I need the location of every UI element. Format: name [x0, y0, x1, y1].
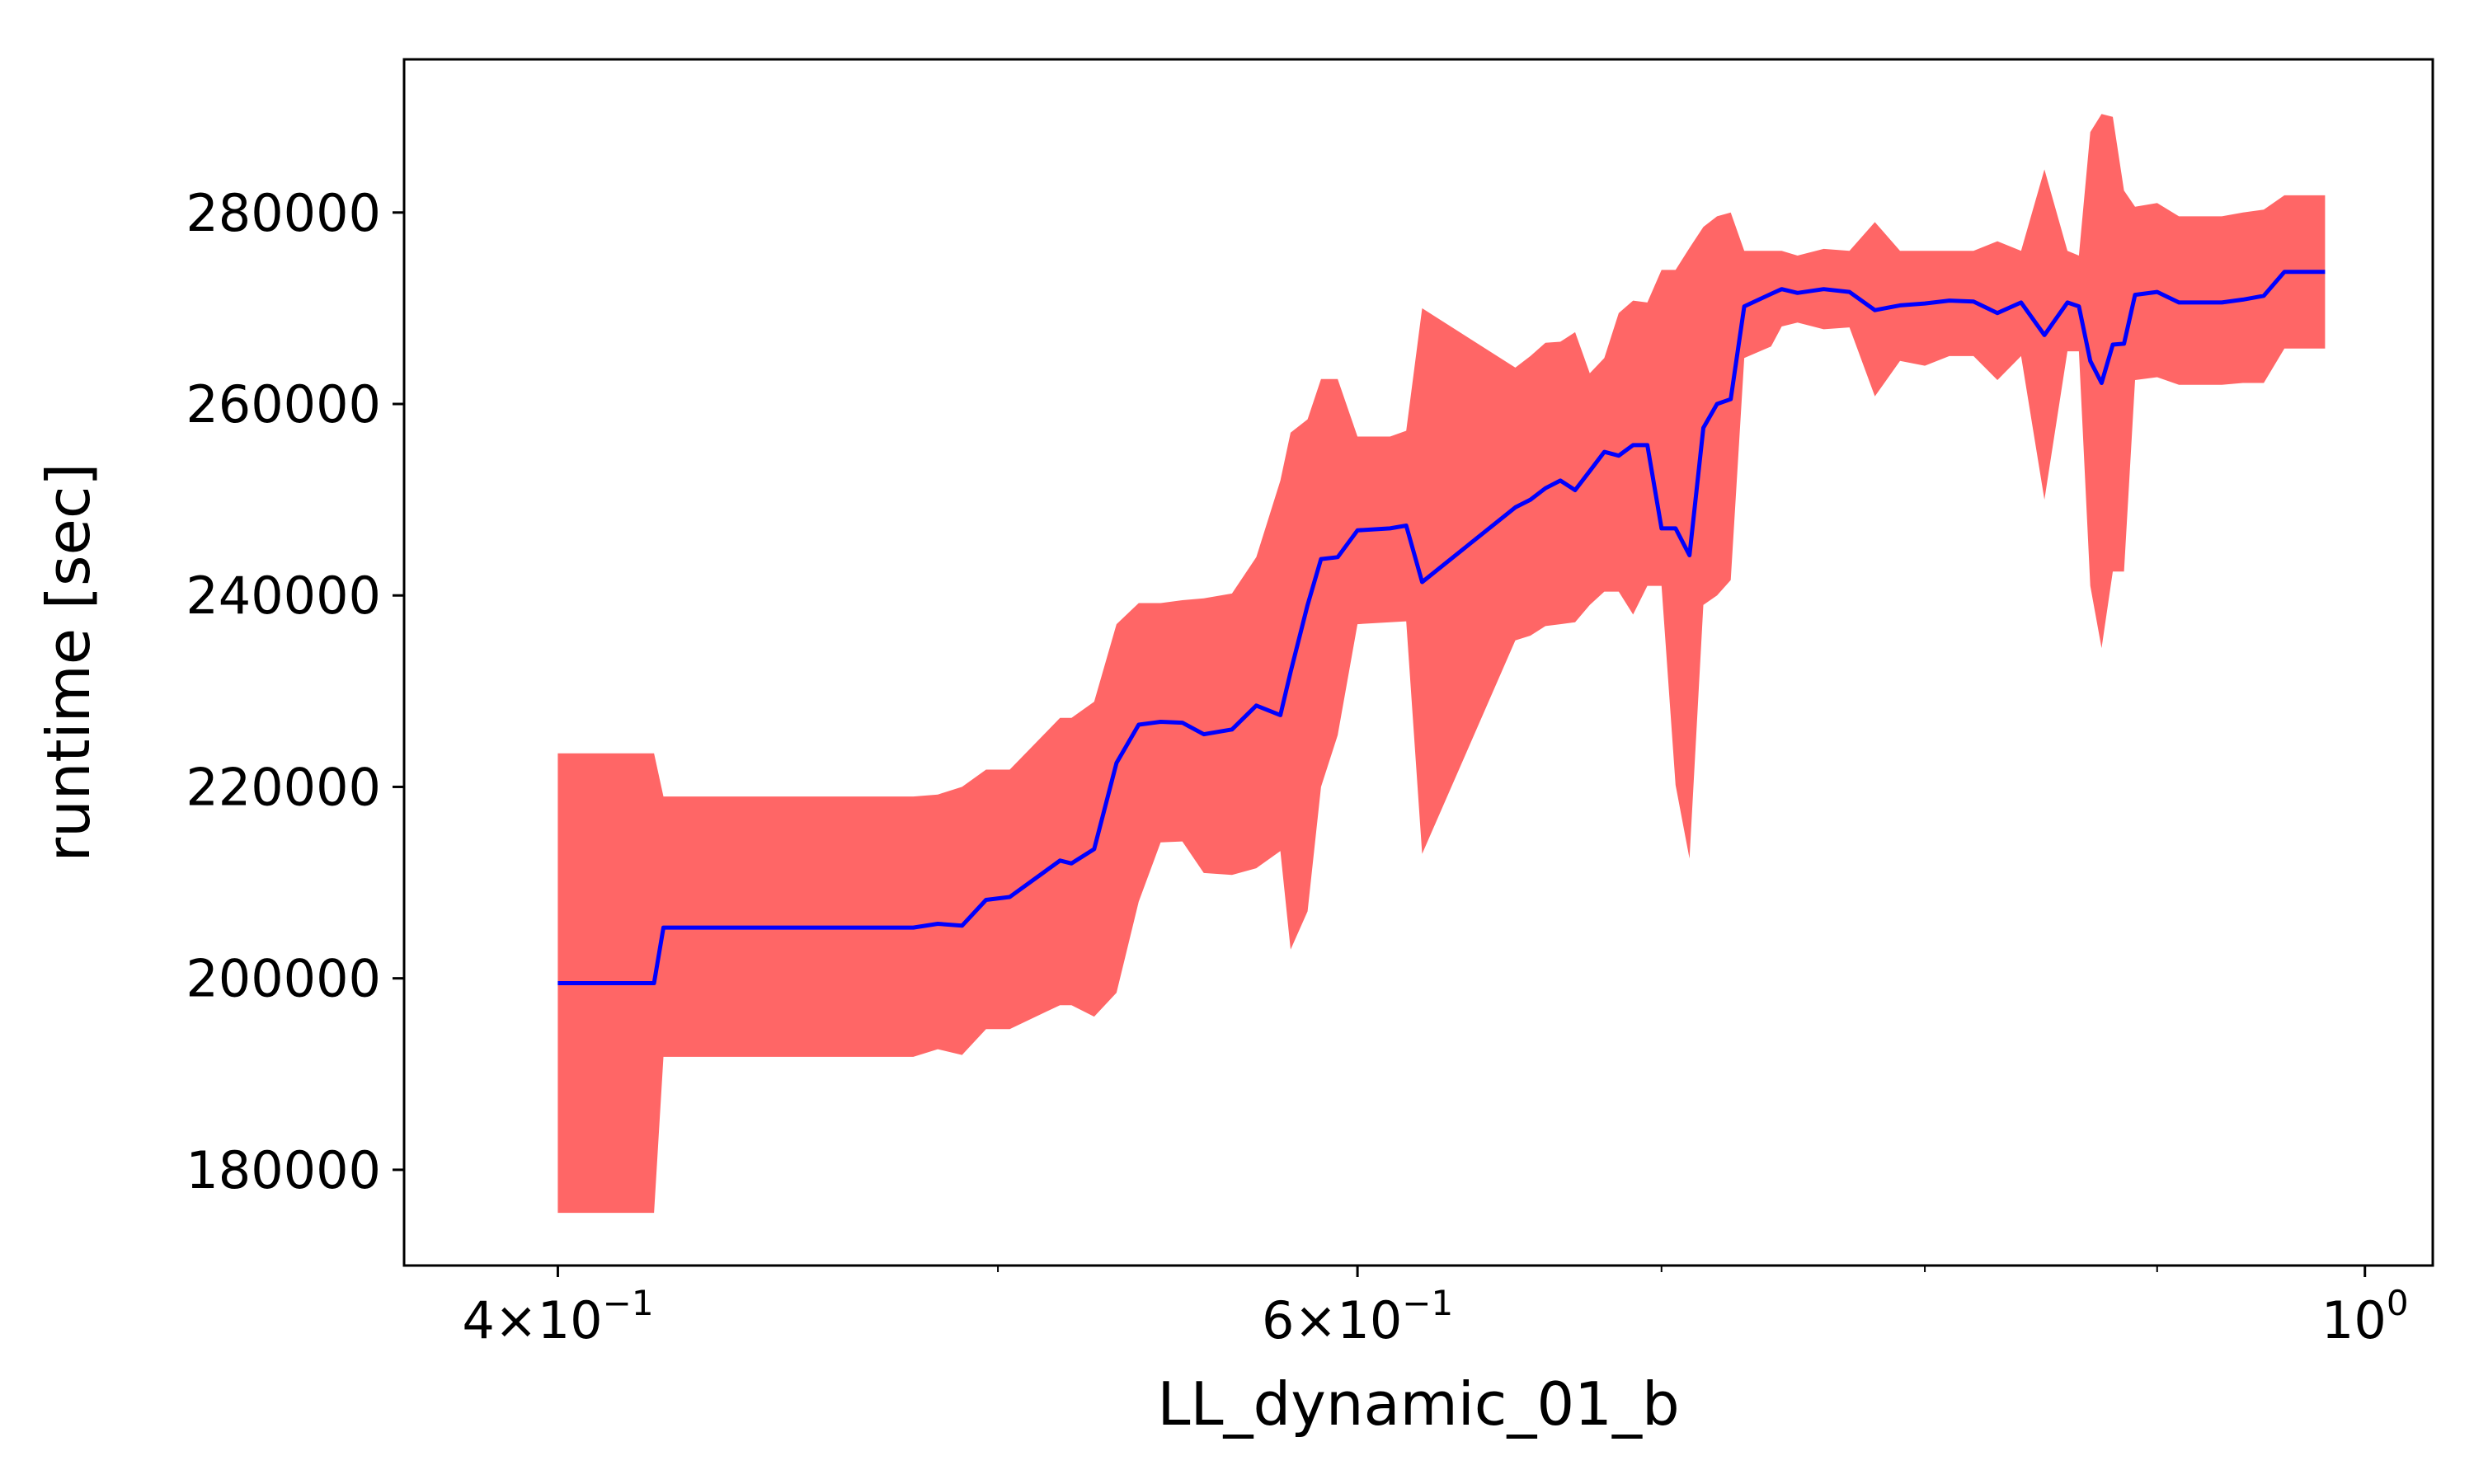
confidence-band	[557, 114, 2326, 1214]
plot-area	[557, 114, 2326, 1214]
y-tick-label: 220000	[186, 757, 381, 817]
x-axis-label: LL_dynamic_01_b	[1157, 1369, 1679, 1439]
x-tick-label: 4×10−1	[462, 1283, 653, 1350]
x-tick-label-exponent: −1	[1402, 1283, 1453, 1323]
x-tick-label-base: 6×10	[1262, 1290, 1402, 1350]
x-tick-label: 100	[2321, 1283, 2409, 1350]
x-tick-label: 6×10−1	[1262, 1283, 1453, 1350]
x-tick-label-exponent: 0	[2387, 1283, 2409, 1323]
y-tick-label: 280000	[186, 183, 381, 243]
x-tick-label-exponent: −1	[603, 1283, 654, 1323]
mean-line	[557, 270, 2326, 985]
y-tick-label: 240000	[186, 566, 381, 626]
x-tick-label-base: 4×10	[462, 1290, 602, 1350]
y-tick-label: 260000	[186, 374, 381, 434]
y-axis: 180000 200000 220000 240000 260000 280000	[186, 183, 404, 1200]
y-tick-label: 200000	[186, 949, 381, 1009]
x-tick-label-base: 10	[2321, 1290, 2387, 1350]
y-axis-label: runtime [sec]	[34, 463, 103, 862]
y-tick-label: 180000	[186, 1140, 381, 1200]
x-axis: 4×10−1 6×10−1 100	[462, 1266, 2409, 1350]
plot-frame	[402, 58, 2434, 1267]
